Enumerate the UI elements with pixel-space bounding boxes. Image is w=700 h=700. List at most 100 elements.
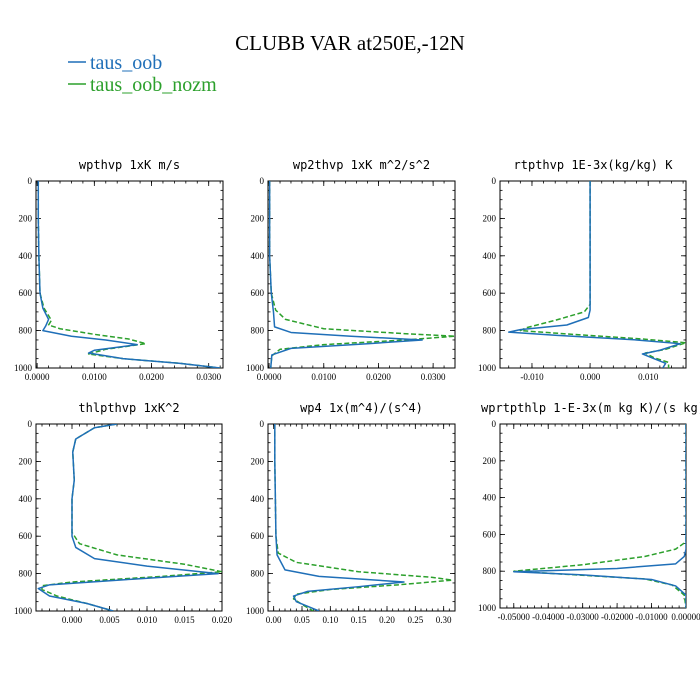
series-line-taus-oob-nozm xyxy=(268,181,455,368)
y-tick-label: 800 xyxy=(251,569,265,579)
x-tick-label: 0.000 xyxy=(580,372,601,382)
x-tick-label: 0.0100 xyxy=(82,372,107,382)
series-line-taus-oob xyxy=(268,181,423,368)
series-group xyxy=(268,181,455,368)
y-tick-label: 1000 xyxy=(478,363,497,373)
y-tick-label: 200 xyxy=(483,213,497,223)
x-tick-label: 0.0200 xyxy=(139,372,164,382)
x-tick-label: 0.05 xyxy=(294,615,310,625)
x-tick-label: 0.30 xyxy=(436,615,452,625)
y-tick-label: 800 xyxy=(483,566,497,576)
series-line-taus-oob xyxy=(37,181,221,368)
y-tick-label: 400 xyxy=(251,251,265,261)
y-tick-label: 400 xyxy=(483,493,497,503)
y-tick-label: 600 xyxy=(251,531,265,541)
series-group xyxy=(274,424,453,611)
y-tick-label: 1000 xyxy=(246,363,265,373)
y-tick-label: 600 xyxy=(483,288,497,298)
x-tick-label: 0.000 xyxy=(62,615,83,625)
figure-title: CLUBB VAR at250E,-12N xyxy=(235,31,465,55)
panel-3: rtpthvp 1E-3x(kg/kg) K 0 200 400 600 800 1000 -… xyxy=(478,158,687,382)
panel-title: wpthvp 1xK m/s xyxy=(79,158,180,172)
series-line-taus-oob-nozm xyxy=(519,181,686,368)
y-tick-label: 200 xyxy=(483,456,497,466)
panel-title: thlpthvp 1xK^2 xyxy=(78,401,179,415)
y-tick-label: 800 xyxy=(19,569,33,579)
x-tick-label: 0.0000 xyxy=(25,372,50,382)
y-tick-label: 1000 xyxy=(478,603,497,613)
series-line-taus-oob xyxy=(507,181,681,368)
x-tick-label: 0.0300 xyxy=(196,372,221,382)
series-line-taus-oob-nozm xyxy=(513,424,686,608)
panel-title: rtpthvp 1E-3x(kg/kg) K xyxy=(514,158,674,172)
x-tick-label: 0.005 xyxy=(99,615,120,625)
panel-title: wp4 1x(m^4)/(s^4) xyxy=(300,401,423,415)
x-tick-label: 0.020 xyxy=(212,615,233,625)
y-tick-label: 1000 xyxy=(14,363,33,373)
panel-title: wprtpthlp 1-E-3x(m kg K)/(s kg) xyxy=(481,401,700,415)
series-group xyxy=(37,181,221,368)
y-tick-label: 600 xyxy=(483,529,497,539)
legend-item-taus-oob: taus_oob xyxy=(68,52,162,74)
x-tick-label: -0.03000 xyxy=(567,612,600,622)
y-tick-label: 600 xyxy=(251,288,265,298)
x-tick-label: 0.010 xyxy=(638,372,659,382)
y-tick-label: 800 xyxy=(251,326,265,336)
x-tick-label: 0.015 xyxy=(174,615,195,625)
y-tick-label: 0 xyxy=(492,419,497,429)
x-tick-label: 0.00 xyxy=(266,615,282,625)
y-tick-label: 400 xyxy=(19,251,33,261)
y-tick-label: 200 xyxy=(19,213,33,223)
panel-2: wp2thvp 1xK m^2/s^2 0 200 400 600 800 10000.00… xyxy=(246,158,456,382)
panel-6: wprtpthlp 1-E-3x(m kg K)/(s kg) 0 200 400 60… xyxy=(478,401,700,622)
y-tick-label: 800 xyxy=(483,326,497,336)
x-tick-label: 0.00000 xyxy=(671,612,700,622)
x-tick-label: 0.10 xyxy=(322,615,338,625)
series-line-taus-oob xyxy=(513,424,686,608)
x-tick-label: -0.010 xyxy=(520,372,544,382)
x-tick-label: 0.0100 xyxy=(311,372,336,382)
legend-item-taus-oob-nozm: taus_oob_nozm xyxy=(68,74,217,96)
x-tick-label: 0.0200 xyxy=(366,372,391,382)
x-tick-label: 0.15 xyxy=(351,615,367,625)
y-tick-label: 1000 xyxy=(246,606,265,616)
panel-title: wp2thvp 1xK m^2/s^2 xyxy=(293,158,430,172)
y-tick-label: 200 xyxy=(19,456,33,466)
y-tick-label: 0 xyxy=(28,419,33,429)
legend-label-taus-oob: taus_oob xyxy=(90,52,162,74)
x-tick-label: 0.010 xyxy=(137,615,158,625)
x-tick-label: 0.25 xyxy=(407,615,423,625)
legend: taus_oob taus_oob_nozm xyxy=(68,52,217,96)
y-tick-label: 600 xyxy=(19,288,33,298)
x-tick-label: 0.20 xyxy=(379,615,395,625)
series-line-taus-oob xyxy=(274,424,405,611)
series-line-taus-oob xyxy=(37,424,219,611)
y-tick-label: 0 xyxy=(260,176,265,186)
y-tick-label: 0 xyxy=(260,419,265,429)
y-tick-label: 0 xyxy=(492,176,497,186)
x-tick-label: 0.0300 xyxy=(421,372,446,382)
series-group xyxy=(513,424,686,608)
x-tick-label: -0.01000 xyxy=(635,612,668,622)
x-tick-label: -0.05000 xyxy=(498,612,531,622)
y-tick-label: 400 xyxy=(251,494,265,504)
y-tick-label: 600 xyxy=(19,531,33,541)
x-tick-label: -0.02000 xyxy=(601,612,634,622)
y-tick-label: 400 xyxy=(19,494,33,504)
y-tick-label: 400 xyxy=(483,251,497,261)
y-tick-label: 1000 xyxy=(14,606,33,616)
series-group xyxy=(37,424,222,611)
x-tick-label: 0.0000 xyxy=(257,372,282,382)
panel-4: thlpthvp 1xK^2 0 200 400 600 800 1000 0.000 0.00… xyxy=(14,401,233,625)
legend-label-taus-oob-nozm: taus_oob_nozm xyxy=(90,74,217,96)
y-tick-label: 0 xyxy=(28,176,33,186)
y-tick-label: 200 xyxy=(251,213,265,223)
y-tick-label: 800 xyxy=(19,326,33,336)
series-group xyxy=(507,181,686,368)
x-tick-label: -0.04000 xyxy=(532,612,565,622)
y-tick-label: 200 xyxy=(251,456,265,466)
